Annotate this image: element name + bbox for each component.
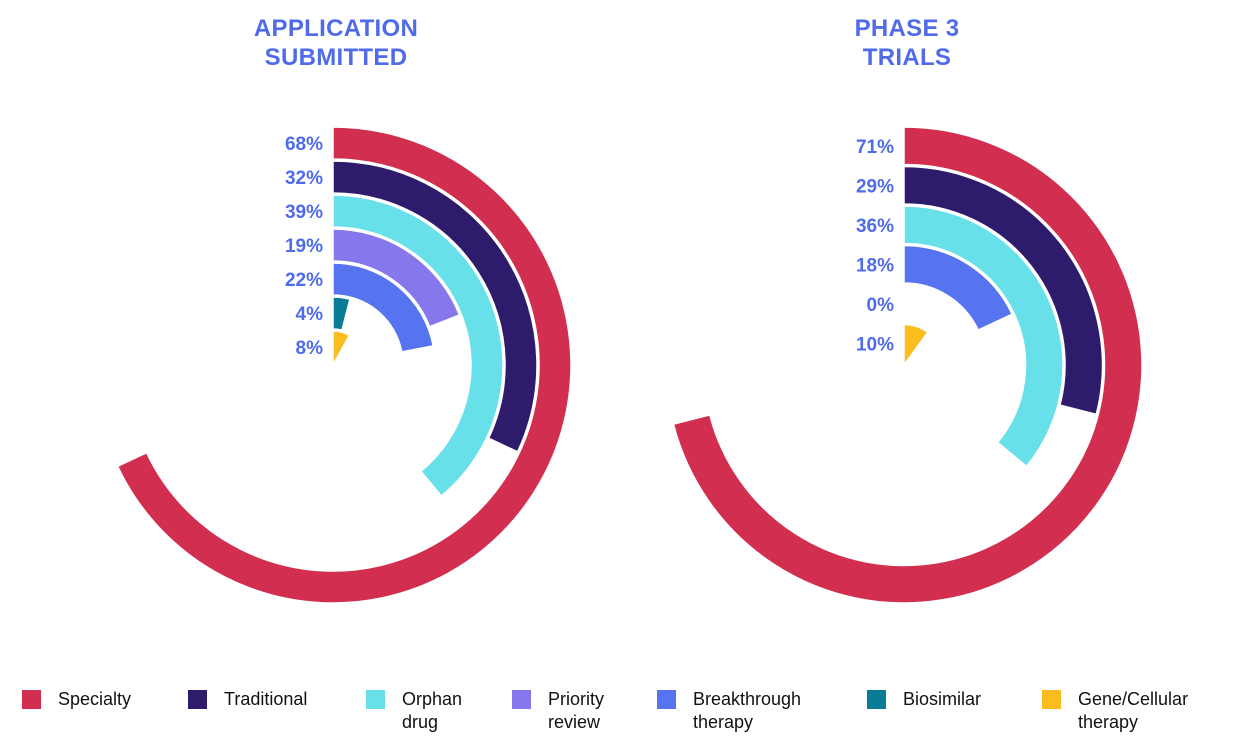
legend-item-traditional: Traditional: [188, 688, 307, 711]
legend-item-priority-review: Priority review: [512, 688, 604, 734]
bar-priority-review: [332, 228, 461, 328]
chart-phase-3-trials: 71% 29% 36% 18% 0% 10%: [672, 126, 1143, 604]
bar-specialty: [116, 126, 572, 604]
legend-swatch: [366, 690, 385, 709]
bar-orphan-drug: [332, 194, 504, 498]
bar-gene-cellular-therapy: [903, 323, 929, 368]
title-line: SUBMITTED: [264, 44, 408, 71]
value-label-breakthrough-therapy: 22%: [285, 270, 323, 291]
legend: Specialty Traditional Orphan drug Priori…: [0, 688, 1240, 748]
bar-orphan-drug: [903, 205, 1064, 468]
value-label-biosimilar: 4%: [296, 304, 324, 325]
bar-specialty: [672, 126, 1143, 604]
legend-item-gene-cellular-therapy: Gene/Cellular therapy: [1042, 688, 1188, 734]
bar-breakthrough-therapy: [903, 244, 1014, 332]
chart-application-submitted: 68% 32% 39% 19% 22% 4% 8%: [116, 126, 572, 604]
legend-swatch: [512, 690, 531, 709]
value-label-traditional: 32%: [285, 168, 323, 189]
legend-swatch: [22, 690, 41, 709]
value-label-priority-review: 19%: [285, 236, 323, 257]
legend-label: Traditional: [224, 689, 308, 709]
bar-traditional: [903, 165, 1104, 416]
value-label-orphan-drug: 36%: [856, 216, 894, 237]
value-label-gene-cellular-therapy: 10%: [856, 334, 894, 355]
value-label-breakthrough-therapy: 18%: [856, 255, 894, 276]
bar-traditional: [332, 160, 538, 453]
legend-item-specialty: Specialty: [22, 688, 131, 711]
value-label-specialty: 68%: [285, 134, 323, 155]
value-label-specialty: 71%: [856, 137, 894, 158]
value-label-gene-cellular-therapy: 8%: [296, 338, 324, 359]
value-label-traditional: 29%: [856, 176, 894, 197]
legend-label: Biosimilar: [903, 689, 982, 709]
bar-biosimilar: [332, 296, 351, 332]
legend-swatch: [188, 690, 207, 709]
bar-breakthrough-therapy: [332, 262, 435, 353]
bar-gene-cellular-therapy: [332, 330, 351, 366]
legend-label: Breakthrough therapy: [693, 689, 802, 732]
title-line: APPLICATION: [253, 15, 419, 42]
legend-item-biosimilar: Biosimilar: [867, 688, 981, 711]
legend-item-orphan-drug: Orphan drug: [366, 688, 462, 734]
chart-title-application-submitted: APPLICATION SUBMITTED: [186, 14, 486, 72]
legend-label: Specialty: [58, 689, 132, 709]
chart-title-phase-3-trials: PHASE 3 TRIALS: [757, 14, 1057, 72]
legend-swatch: [1042, 690, 1061, 709]
title-line: TRIALS: [862, 44, 952, 71]
legend-label: Gene/Cellular therapy: [1078, 689, 1189, 732]
legend-item-breakthrough-therapy: Breakthrough therapy: [657, 688, 801, 734]
title-line: PHASE 3: [854, 15, 960, 42]
legend-swatch: [657, 690, 676, 709]
value-label-biosimilar: 0%: [867, 295, 895, 316]
radial-bar-charts: 68% 32% 39% 19% 22% 4% 8% 71% 29% 36% 18% 0% 10%: [116, 126, 1143, 604]
legend-label: Orphan drug: [402, 689, 463, 732]
legend-label: Priority review: [548, 689, 605, 732]
legend-swatch: [867, 690, 886, 709]
value-label-orphan-drug: 39%: [285, 202, 323, 223]
